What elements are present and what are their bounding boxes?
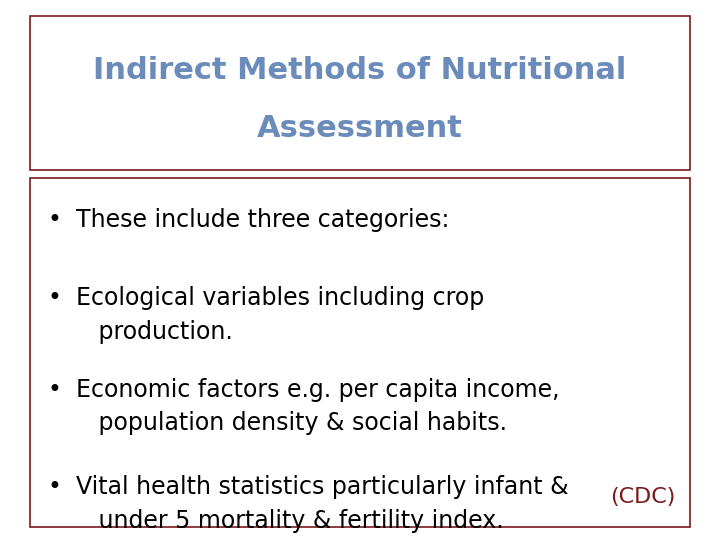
Text: Vital health statistics particularly infant &: Vital health statistics particularly inf… [76,475,568,499]
Text: production.: production. [76,320,233,343]
Text: These include three categories:: These include three categories: [76,208,449,232]
Text: •: • [47,475,61,499]
Text: (CDC): (CDC) [610,487,675,507]
Text: Assessment: Assessment [257,114,463,143]
Text: •: • [47,378,61,402]
Bar [30,16,690,170]
Text: Economic factors e.g. per capita income,: Economic factors e.g. per capita income, [76,378,559,402]
Text: •: • [47,208,61,232]
Text: population density & social habits.: population density & social habits. [76,411,507,435]
Bar [30,178,690,526]
Text: under 5 mortality & fertility index.: under 5 mortality & fertility index. [76,509,503,532]
Text: •: • [47,286,61,310]
Text: Ecological variables including crop: Ecological variables including crop [76,286,484,310]
Text: Indirect Methods of Nutritional: Indirect Methods of Nutritional [94,56,626,85]
